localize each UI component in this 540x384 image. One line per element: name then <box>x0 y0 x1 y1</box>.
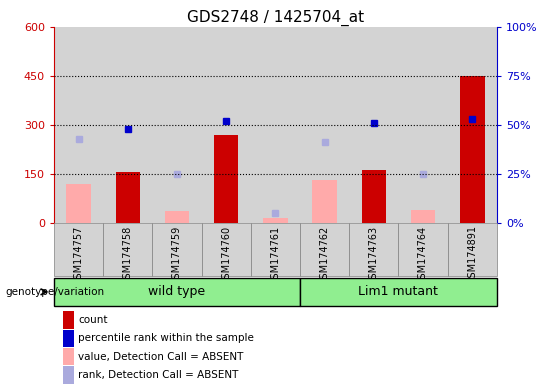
Title: GDS2748 / 1425704_at: GDS2748 / 1425704_at <box>187 9 364 25</box>
Bar <box>201 223 251 276</box>
Text: GSM174761: GSM174761 <box>271 225 280 285</box>
Bar <box>54 223 103 276</box>
Text: value, Detection Call = ABSENT: value, Detection Call = ABSENT <box>78 352 244 362</box>
Bar <box>251 223 300 276</box>
Text: percentile rank within the sample: percentile rank within the sample <box>78 333 254 343</box>
Bar <box>54 27 103 223</box>
Bar <box>411 210 435 223</box>
Bar <box>54 278 300 306</box>
Bar <box>103 27 152 223</box>
Text: GSM174891: GSM174891 <box>467 225 477 285</box>
Bar <box>300 278 497 306</box>
Text: Lim1 mutant: Lim1 mutant <box>359 285 438 298</box>
Bar <box>103 223 152 276</box>
Bar <box>63 311 74 329</box>
Bar <box>361 169 386 223</box>
Text: GSM174758: GSM174758 <box>123 225 133 285</box>
Bar <box>214 135 239 223</box>
Text: GSM174762: GSM174762 <box>320 225 329 285</box>
Text: genotype/variation: genotype/variation <box>5 287 105 297</box>
Text: GSM174764: GSM174764 <box>418 225 428 285</box>
Bar <box>448 223 497 276</box>
Bar <box>66 184 91 223</box>
Bar <box>116 172 140 223</box>
Bar <box>460 76 484 223</box>
Bar <box>300 27 349 223</box>
Bar <box>63 329 74 347</box>
Bar <box>448 27 497 223</box>
Text: GSM174759: GSM174759 <box>172 225 182 285</box>
Text: GSM174757: GSM174757 <box>73 225 84 285</box>
Bar <box>263 218 288 223</box>
Bar <box>165 211 190 223</box>
Text: rank, Detection Call = ABSENT: rank, Detection Call = ABSENT <box>78 370 239 380</box>
Bar <box>63 366 74 384</box>
Bar <box>399 27 448 223</box>
Bar <box>312 180 337 223</box>
Text: count: count <box>78 315 108 325</box>
Bar <box>349 223 399 276</box>
Bar <box>300 223 349 276</box>
Text: GSM174763: GSM174763 <box>369 225 379 285</box>
Bar <box>63 348 74 366</box>
Bar <box>152 27 201 223</box>
Bar <box>251 27 300 223</box>
Text: GSM174760: GSM174760 <box>221 225 231 285</box>
Text: wild type: wild type <box>148 285 206 298</box>
Bar <box>349 27 399 223</box>
Bar <box>152 223 201 276</box>
Bar <box>201 27 251 223</box>
Bar <box>399 223 448 276</box>
